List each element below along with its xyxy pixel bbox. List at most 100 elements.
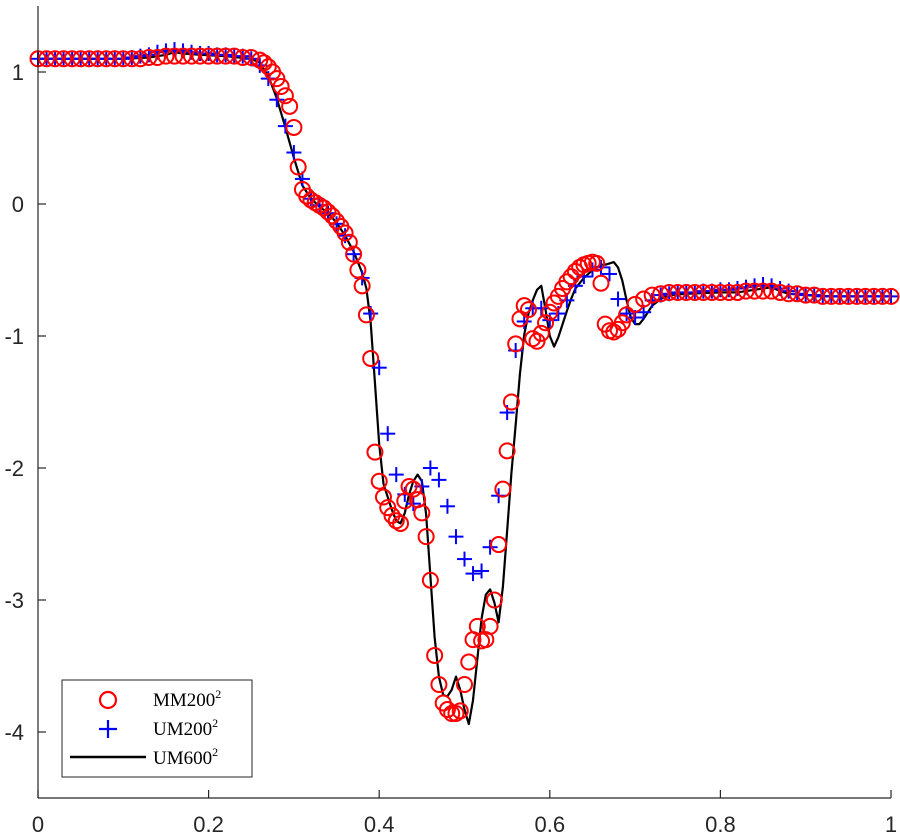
mm200-point bbox=[746, 282, 764, 300]
legend-entry-um200: UM2002 bbox=[153, 716, 218, 740]
um200-point bbox=[729, 280, 745, 296]
mm200-point bbox=[605, 323, 623, 341]
mm200-point bbox=[379, 499, 397, 517]
mm200-point bbox=[788, 285, 806, 303]
mm200-point bbox=[502, 393, 520, 411]
y-tick-label: 0 bbox=[12, 192, 24, 217]
mm200-point bbox=[532, 324, 550, 342]
mm200-point bbox=[618, 306, 636, 324]
mm200-point bbox=[404, 480, 422, 498]
um200-point bbox=[738, 279, 754, 295]
mm200-point bbox=[711, 283, 729, 301]
legend-plus-marker bbox=[99, 720, 117, 738]
um200-point bbox=[380, 426, 396, 442]
mm200-point bbox=[353, 277, 371, 295]
mm200-series bbox=[29, 47, 900, 723]
mm200-point bbox=[528, 332, 546, 350]
mm200-point bbox=[771, 283, 789, 301]
mm200-point bbox=[524, 330, 542, 348]
mm200-point bbox=[507, 335, 525, 353]
mm200-point bbox=[97, 50, 115, 68]
mm200-point bbox=[328, 212, 346, 230]
mm200-point bbox=[63, 50, 81, 68]
mm200-point bbox=[780, 285, 798, 303]
um200-point bbox=[883, 288, 899, 304]
um200-point bbox=[593, 259, 609, 275]
mm200-point bbox=[660, 283, 678, 301]
mm200-point bbox=[494, 480, 512, 498]
mm200-point bbox=[443, 705, 461, 723]
mm200-point bbox=[387, 512, 405, 530]
mm200-point bbox=[183, 47, 201, 65]
mm200-point bbox=[426, 646, 444, 664]
x-tick-label: 0.6 bbox=[535, 812, 566, 837]
mm200-point bbox=[430, 675, 448, 693]
um200-point bbox=[687, 284, 703, 300]
um200-series bbox=[30, 42, 899, 582]
mm200-point bbox=[537, 314, 555, 332]
mm200-point bbox=[882, 287, 900, 305]
mm200-point bbox=[217, 47, 235, 65]
um200-point bbox=[235, 48, 251, 64]
um200-point bbox=[405, 496, 421, 512]
um200-point bbox=[115, 51, 131, 67]
y-tick-label: -1 bbox=[4, 324, 24, 349]
um200-point bbox=[243, 51, 259, 67]
um200-point bbox=[772, 280, 788, 296]
um200-point bbox=[184, 44, 200, 60]
legend: MM2002 UM2002 UM6002 bbox=[61, 679, 253, 778]
mm200-point bbox=[541, 303, 559, 321]
mm200-point bbox=[763, 282, 781, 300]
legend-box bbox=[61, 679, 253, 778]
um200-point bbox=[789, 286, 805, 302]
um600-line bbox=[38, 51, 891, 726]
mm200-point bbox=[362, 349, 380, 367]
mm200-point bbox=[805, 286, 823, 304]
x-tick-label: 0.8 bbox=[705, 812, 736, 837]
mm200-point bbox=[374, 488, 392, 506]
mm200-point bbox=[272, 78, 290, 96]
mm200-point bbox=[289, 158, 307, 176]
mm200-point bbox=[89, 50, 107, 68]
mm200-point bbox=[562, 268, 580, 286]
mm200-point bbox=[114, 50, 132, 68]
mm200-point bbox=[306, 194, 324, 212]
mm200-point bbox=[515, 297, 533, 315]
y-tick-label: -4 bbox=[4, 720, 24, 745]
um200-point bbox=[124, 49, 140, 65]
mm200-point bbox=[319, 203, 337, 221]
mm200-point bbox=[669, 283, 687, 301]
legend-circle-marker bbox=[98, 690, 118, 710]
um200-point bbox=[422, 460, 438, 476]
mm200-point bbox=[349, 261, 367, 279]
mm200-point bbox=[225, 47, 243, 65]
mm200-point bbox=[626, 295, 644, 313]
mm200-point bbox=[417, 528, 435, 546]
mm200-point bbox=[46, 50, 64, 68]
mm200-point bbox=[165, 47, 183, 65]
mm200-point bbox=[481, 617, 499, 635]
mm200-point bbox=[281, 97, 299, 115]
mm200-point bbox=[400, 477, 418, 495]
mm200-point bbox=[686, 283, 704, 301]
um200-point bbox=[269, 92, 285, 108]
x-tick-label: 0 bbox=[32, 812, 44, 837]
mm200-point bbox=[652, 285, 670, 303]
mm200-point bbox=[55, 50, 73, 68]
mm200-point bbox=[643, 286, 661, 304]
um200-point bbox=[465, 566, 481, 582]
um200-point bbox=[610, 291, 626, 307]
mm200-point bbox=[839, 287, 857, 305]
mm200-point bbox=[456, 675, 473, 693]
um200-point bbox=[661, 286, 677, 302]
um200-point bbox=[371, 360, 387, 376]
mm200-point bbox=[106, 50, 124, 68]
mm200-point bbox=[797, 286, 815, 304]
mm200-point bbox=[38, 50, 56, 68]
mm200-point bbox=[588, 254, 606, 272]
mm200-point bbox=[694, 283, 712, 301]
legend-entry-um600: UM6002 bbox=[153, 745, 218, 769]
um200-point bbox=[474, 563, 490, 579]
mm200-point bbox=[519, 301, 537, 319]
